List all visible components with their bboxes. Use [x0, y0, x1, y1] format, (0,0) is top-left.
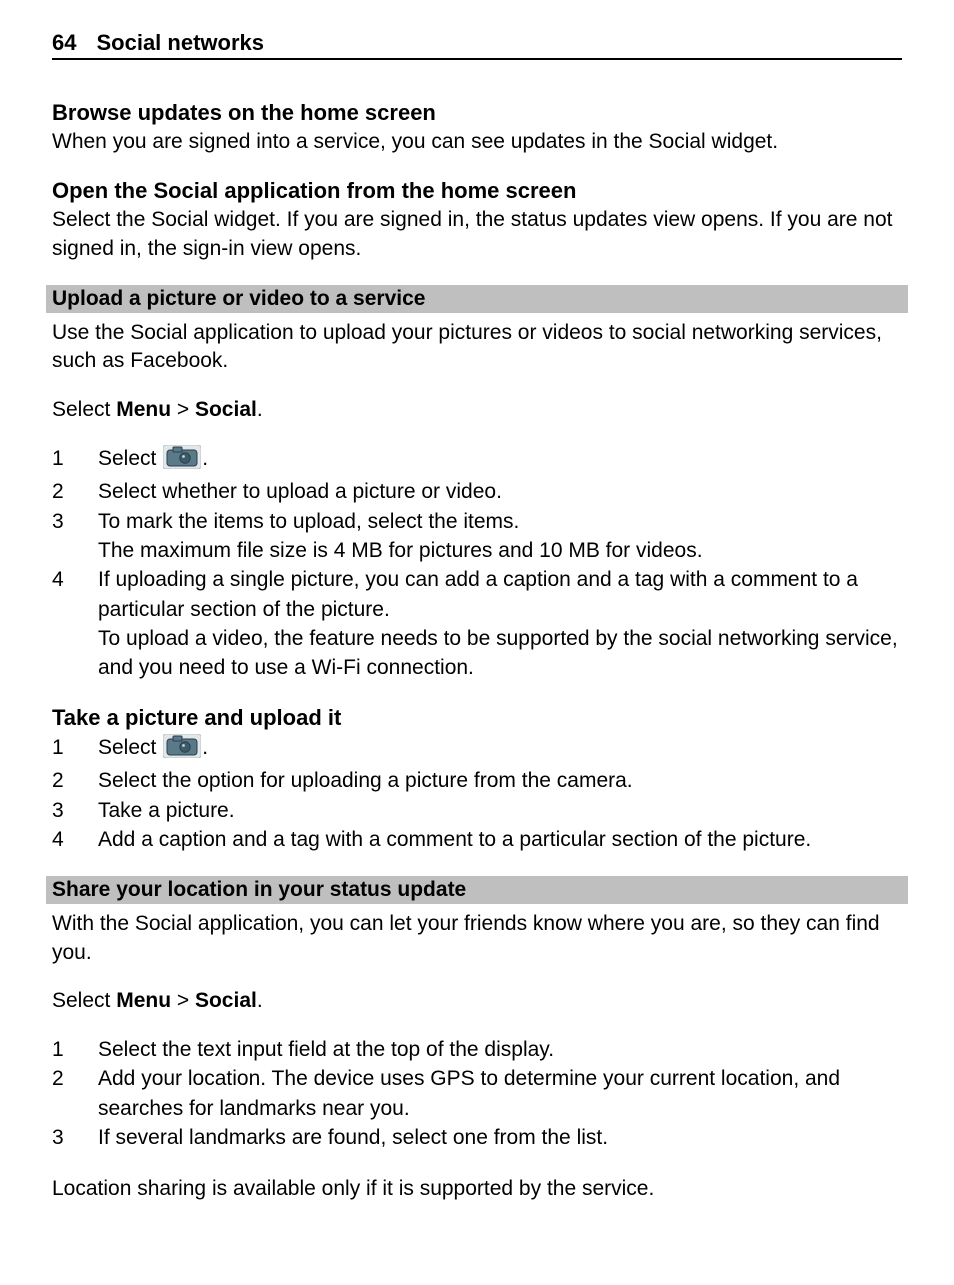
camera-icon	[163, 445, 201, 477]
text-social: Social	[195, 398, 257, 421]
select-line-share: Select Menu > Social.	[52, 989, 902, 1013]
step-text: If uploading a single picture, you can a…	[98, 565, 902, 683]
step-text: Select .	[98, 733, 902, 766]
step-text-prefix: Select	[98, 736, 162, 759]
camera-icon	[163, 734, 201, 766]
step-item: 3 If several landmarks are found, select …	[52, 1123, 902, 1152]
step-text-line: Select whether to upload a picture or vi…	[98, 480, 502, 503]
text-suffix: .	[257, 398, 263, 421]
step-text: To mark the items to upload, select the …	[98, 507, 902, 566]
step-number: 2	[52, 477, 80, 506]
step-number: 2	[52, 1064, 80, 1093]
step-text: Take a picture.	[98, 796, 902, 825]
step-number: 4	[52, 565, 80, 594]
step-text: Add your location. The device uses GPS t…	[98, 1064, 902, 1123]
text-suffix: .	[257, 989, 263, 1012]
step-text-line: To mark the items to upload, select the …	[98, 510, 519, 533]
step-number: 4	[52, 825, 80, 854]
step-text: If several landmarks are found, select o…	[98, 1123, 902, 1152]
heading-open: Open the Social application from the hom…	[52, 178, 902, 204]
text-sep: >	[171, 989, 195, 1012]
section-band-share: Share your location in your status updat…	[46, 876, 908, 904]
step-item: 3 To mark the items to upload, select the…	[52, 507, 902, 566]
page-number: 64	[52, 30, 76, 56]
text-select-prefix: Select	[52, 398, 116, 421]
step-number: 1	[52, 1035, 80, 1064]
step-text-line: Select the option for uploading a pictur…	[98, 769, 633, 792]
step-item: 1 Select the text input field at the top …	[52, 1035, 902, 1064]
step-text-line: Select the text input field at the top o…	[98, 1038, 554, 1061]
body-share-intro: With the Social application, you can let…	[52, 910, 902, 967]
step-item: 1 Select .	[52, 444, 902, 477]
step-number: 1	[52, 444, 80, 473]
step-text-line: If several landmarks are found, select o…	[98, 1126, 608, 1149]
document-page: 64 Social networks Browse updates on the…	[0, 0, 954, 1285]
step-item: 2 Select the option for uploading a pictu…	[52, 766, 902, 795]
body-open: Select the Social widget. If you are sig…	[52, 206, 902, 263]
steps-take: 1 Select . 2 Select the option for uploadin…	[52, 733, 902, 855]
body-browse: When you are signed into a service, you …	[52, 128, 902, 156]
step-text-suffix: .	[202, 736, 208, 759]
text-select-prefix: Select	[52, 989, 116, 1012]
step-text-suffix: .	[202, 447, 208, 470]
chapter-title: Social networks	[96, 30, 264, 56]
step-number: 3	[52, 507, 80, 536]
section-band-upload: Upload a picture or video to a service	[46, 285, 908, 313]
select-line-upload: Select Menu > Social.	[52, 398, 902, 422]
body-upload-intro: Use the Social application to upload you…	[52, 319, 902, 376]
heading-take: Take a picture and upload it	[52, 705, 902, 731]
step-text: Select the text input field at the top o…	[98, 1035, 902, 1064]
text-menu: Menu	[116, 398, 171, 421]
step-number: 2	[52, 766, 80, 795]
step-text-line: If uploading a single picture, you can a…	[98, 568, 858, 620]
step-text: Select whether to upload a picture or vi…	[98, 477, 902, 506]
step-item: 2 Select whether to upload a picture or v…	[52, 477, 902, 506]
step-number: 3	[52, 1123, 80, 1152]
text-social: Social	[195, 989, 257, 1012]
step-item: 4 Add a caption and a tag with a comment …	[52, 825, 902, 854]
step-text: Select .	[98, 444, 902, 477]
step-text-extra: The maximum file size is 4 MB for pictur…	[98, 539, 703, 562]
step-number: 1	[52, 733, 80, 762]
step-text-line: Add a caption and a tag with a comment t…	[98, 828, 811, 851]
text-menu: Menu	[116, 989, 171, 1012]
step-text-prefix: Select	[98, 447, 162, 470]
step-item: 3 Take a picture.	[52, 796, 902, 825]
step-text: Add a caption and a tag with a comment t…	[98, 825, 902, 854]
heading-browse: Browse updates on the home screen	[52, 100, 902, 126]
step-text-line: Take a picture.	[98, 799, 235, 822]
step-number: 3	[52, 796, 80, 825]
text-sep: >	[171, 398, 195, 421]
running-head: 64 Social networks	[52, 30, 902, 60]
body-share-note: Location sharing is available only if it…	[52, 1175, 902, 1203]
step-item: 2 Add your location. The device uses GPS …	[52, 1064, 902, 1123]
step-text-extra: To upload a video, the feature needs to …	[98, 627, 898, 679]
step-text-line: Add your location. The device uses GPS t…	[98, 1067, 840, 1119]
steps-upload: 1 Select . 2 Select whether to upload a pic…	[52, 444, 902, 683]
step-item: 4 If uploading a single picture, you can …	[52, 565, 902, 683]
step-text: Select the option for uploading a pictur…	[98, 766, 902, 795]
step-item: 1 Select .	[52, 733, 902, 766]
steps-share: 1 Select the text input field at the top …	[52, 1035, 902, 1153]
